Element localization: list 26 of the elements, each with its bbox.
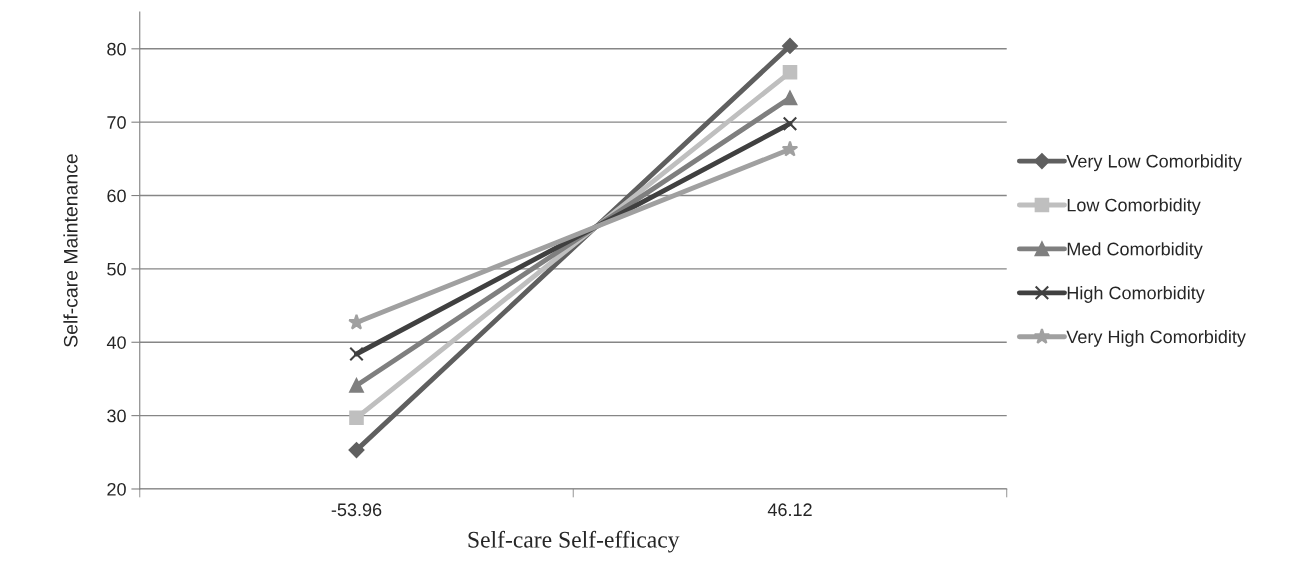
y-tick-label: 70 <box>107 116 126 129</box>
y-tick-label: 50 <box>107 262 126 276</box>
point <box>782 90 798 106</box>
point <box>782 65 798 80</box>
point <box>781 140 799 157</box>
legend-label: Low Comorbidity <box>1067 198 1201 216</box>
y-tick-label: 30 <box>107 409 126 423</box>
point <box>349 378 364 393</box>
point <box>349 410 364 426</box>
point <box>782 37 798 54</box>
x-axis-title: Self-care Self-efficacy <box>468 530 680 553</box>
point <box>348 442 365 459</box>
point <box>348 313 365 330</box>
legend-label: Very Low Comorbidity <box>1066 154 1242 172</box>
x-tick-label: 46.12 <box>767 503 812 517</box>
y-axis-title: Self-care Maintenance <box>63 154 78 347</box>
y-tick-label: 20 <box>107 482 126 496</box>
y-tick-label: 40 <box>106 336 126 349</box>
legend-label: Very High Comorbidity <box>1066 329 1246 347</box>
legend-label: Med Comorbidity <box>1067 242 1203 259</box>
point <box>782 116 798 131</box>
y-tick-label: 80 <box>107 42 126 56</box>
point <box>349 346 364 362</box>
legend-label: High Comorbidity <box>1067 286 1205 303</box>
x-tick-label: -53.96 <box>331 503 382 517</box>
y-tick-label: 60 <box>107 189 126 203</box>
